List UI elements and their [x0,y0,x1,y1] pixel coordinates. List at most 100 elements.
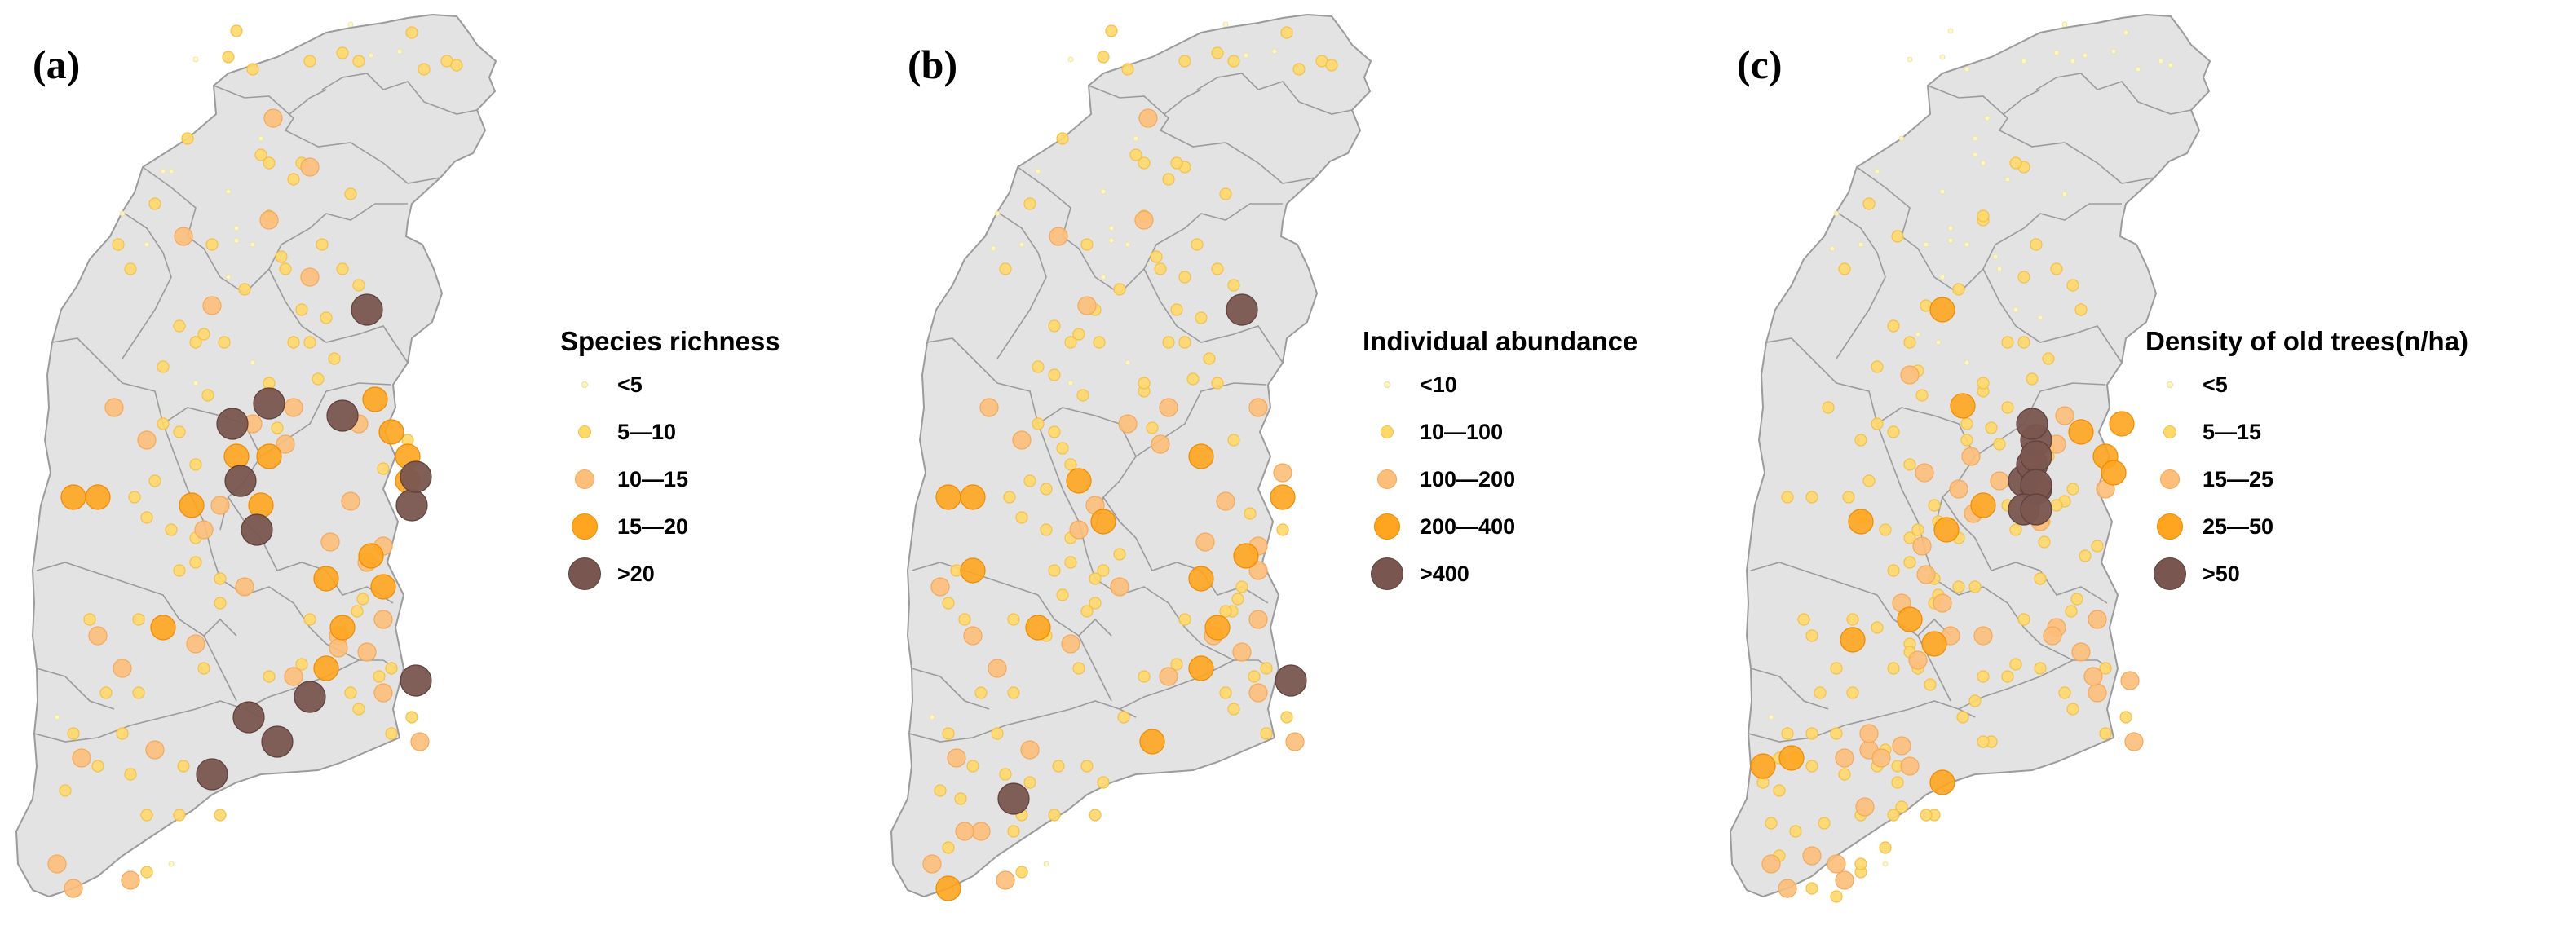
legend-label: 10—100 [1420,419,1504,444]
county-boundary [1933,578,2110,669]
site-marker [246,63,259,76]
site-marker [72,748,91,768]
site-marker [2021,58,2027,64]
site-marker [1138,156,1151,170]
site-marker [2061,191,2068,197]
site-marker [263,156,276,170]
site-marker [1822,401,1835,414]
site-marker [216,408,249,440]
site-marker [999,262,1012,275]
site-marker [238,283,251,296]
site-marker [1080,760,1094,773]
site-marker [316,238,329,251]
site-marker [994,210,1001,217]
county-boundary [122,211,172,359]
site-marker [999,768,1012,781]
site-marker [121,870,140,890]
county-boundary [1143,268,1284,364]
site-marker [1204,615,1231,641]
county-boundary [1102,496,1269,604]
site-marker [116,727,129,740]
site-marker [351,293,383,326]
site-marker [1191,238,1204,251]
site-marker [1162,173,1175,186]
legend-item: 25—50 [2145,504,2273,549]
legend-item: 10—15 [560,456,688,502]
site-marker [1271,48,1278,55]
site-marker [2110,48,2117,55]
legend-label: 200—400 [1420,513,1516,539]
county-boundary [1942,496,2108,604]
site-marker [991,727,1004,740]
site-marker [1898,135,1905,142]
site-marker [1222,21,1229,28]
map-individual-abundance [890,13,1372,901]
site-marker [2009,156,2022,170]
legend-symbol [2145,469,2194,489]
site-marker [357,642,377,662]
legend-circle [578,425,591,438]
site-marker [276,434,295,454]
site-marker [2123,29,2129,36]
site-marker [181,132,194,145]
site-marker [1105,24,1118,37]
site-marker [1170,303,1183,316]
site-marker [132,613,145,626]
map-species-richness [15,13,497,898]
legend-circle [1371,557,1403,590]
legend-item: >20 [560,551,655,597]
legend-symbol [1363,513,1412,540]
county-boundary [268,268,409,364]
site-marker [974,686,988,699]
site-marker [1920,809,1933,822]
site-marker [1933,593,1952,613]
site-marker [119,210,126,217]
site-marker [1178,336,1191,349]
site-marker [1226,293,1258,326]
site-marker [929,714,935,720]
site-marker [996,870,1015,890]
site-marker [385,727,398,740]
site-marker [1056,588,1069,601]
legend-item: 200—400 [1363,504,1515,549]
site-marker [1956,711,1969,724]
site-marker [942,841,955,854]
site-marker [1025,615,1051,641]
site-marker [1150,250,1163,263]
county-boundary [289,89,327,115]
site-marker [1929,297,1955,323]
site-marker [2088,683,2107,703]
site-marker [1939,274,1946,280]
site-marker [1921,631,1947,657]
site-marker [173,809,186,822]
site-marker [1040,483,1053,496]
site-marker [1216,491,1235,511]
site-marker [287,173,300,186]
legend-symbol [560,513,609,540]
site-marker [1972,152,1978,158]
legend-label: >400 [1420,561,1469,586]
site-marker [2034,572,2047,585]
site-marker [1887,319,1900,333]
site-marker [1830,727,1843,740]
legend-symbol [560,469,609,489]
site-marker [2101,460,2127,486]
site-marker [313,655,339,681]
county-boundary [1088,85,1316,184]
site-marker [1146,421,1159,434]
site-marker [225,188,232,195]
legend-symbol [1363,469,1412,489]
site-marker [1990,471,2009,491]
site-marker [2091,540,2104,553]
site-marker [1100,274,1107,280]
site-marker [1933,517,1960,543]
site-marker [224,465,257,497]
site-marker [88,626,108,646]
site-marker [1805,629,1818,642]
site-marker [370,574,396,600]
site-marker [352,703,365,716]
legend-circle [2157,513,2183,540]
site-marker [1227,55,1240,68]
site-marker [1280,711,1293,724]
site-marker [157,360,170,373]
